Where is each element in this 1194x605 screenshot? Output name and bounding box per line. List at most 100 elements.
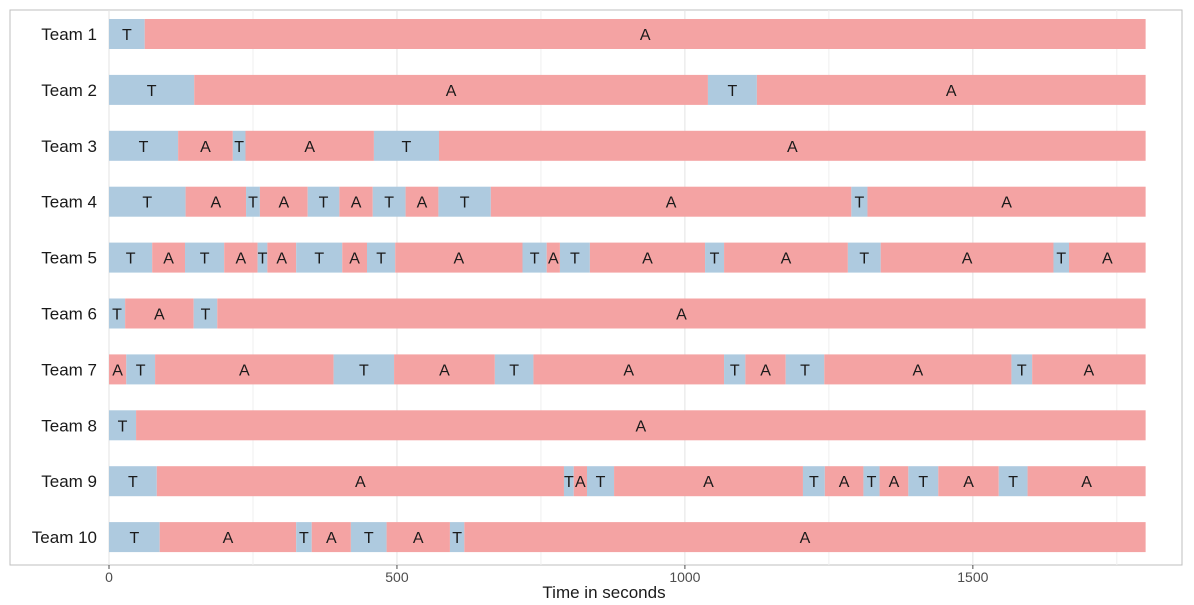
segment-label: A	[666, 195, 677, 212]
segment-t	[109, 466, 157, 497]
team-label: Team 3	[41, 137, 97, 156]
segment-a	[1069, 242, 1146, 273]
segment-label: T	[248, 195, 258, 212]
segment-a	[185, 186, 247, 217]
segment-t	[296, 242, 343, 273]
segment-t	[109, 522, 160, 553]
segment-label: A	[676, 307, 687, 324]
segment-a	[386, 522, 450, 553]
segment-label: A	[913, 362, 924, 379]
segment-label: A	[839, 474, 850, 491]
segment-label: T	[122, 27, 132, 44]
segment-a	[109, 354, 127, 385]
x-tick-label: 1000	[669, 569, 700, 585]
segment-label: T	[314, 251, 324, 268]
segment-label: T	[809, 474, 819, 491]
segment-t	[438, 186, 491, 217]
segment-label: A	[640, 27, 651, 44]
segment-a	[533, 354, 725, 385]
segment-a	[339, 186, 373, 217]
segment-t	[1053, 242, 1070, 273]
team-row: Team 3 T A T A T A	[41, 130, 1146, 161]
segment-label: A	[787, 139, 798, 156]
segment-label: T	[564, 474, 574, 491]
segment-a	[573, 466, 587, 497]
segment-t	[333, 354, 395, 385]
segment-label: T	[359, 362, 369, 379]
x-tick-label: 0	[105, 569, 113, 585]
segment-t	[307, 186, 340, 217]
team-label: Team 8	[41, 416, 97, 435]
team-row: Team 8 T A	[41, 410, 1146, 441]
segment-label: A	[154, 307, 165, 324]
segment-label: A	[1084, 362, 1095, 379]
segment-a	[1032, 354, 1146, 385]
team-row: Team 6 T A T A	[41, 298, 1146, 329]
segment-label: A	[239, 362, 250, 379]
segment-a	[159, 522, 297, 553]
segment-a	[1027, 466, 1146, 497]
segment-label: A	[417, 195, 428, 212]
segment-label: A	[781, 251, 792, 268]
segment-t	[350, 522, 387, 553]
segment-t	[494, 354, 534, 385]
segment-label: A	[575, 474, 586, 491]
team-row: Team 10 T A T A T A T A	[32, 522, 1146, 553]
segment-a	[311, 522, 351, 553]
segment-t	[193, 298, 218, 329]
segment-label: T	[200, 251, 210, 268]
segment-label: T	[384, 195, 394, 212]
segment-label: A	[413, 530, 424, 547]
segment-a	[395, 242, 523, 273]
segment-a	[217, 298, 1146, 329]
segment-a	[194, 74, 708, 105]
segment-a	[756, 74, 1146, 105]
segment-a	[394, 354, 495, 385]
segment-a	[490, 186, 852, 217]
segment-t	[522, 242, 547, 273]
segment-label: T	[126, 251, 136, 268]
team-row: Team 2 T A T A	[41, 74, 1146, 105]
x-axis-title: Time in seconds	[542, 583, 665, 602]
team-row: Team 4 T A T A T A T A T A T A	[41, 186, 1146, 217]
x-tick-label: 1500	[957, 569, 988, 585]
segment-label: A	[163, 251, 174, 268]
segment-t	[449, 522, 465, 553]
segment-a	[824, 354, 1012, 385]
segment-label: T	[859, 251, 869, 268]
segment-t	[109, 242, 153, 273]
segment-t	[109, 130, 179, 161]
segment-a	[464, 522, 1146, 553]
segment-a	[745, 354, 786, 385]
team-label: Team 6	[41, 305, 97, 324]
segment-t	[724, 354, 746, 385]
segment-label: T	[129, 530, 139, 547]
segment-label: T	[710, 251, 720, 268]
team-row: Team 1 T A	[41, 19, 1146, 49]
segment-a	[136, 410, 1146, 441]
segment-t	[851, 186, 868, 217]
segment-label: T	[201, 307, 211, 324]
segment-label: A	[223, 530, 234, 547]
x-axis: 0 500 1000 1500	[105, 565, 989, 585]
segment-label: T	[139, 139, 149, 156]
segment-a	[614, 466, 803, 497]
segment-label: T	[1008, 474, 1018, 491]
segment-t	[372, 186, 406, 217]
segment-a	[589, 242, 706, 273]
segment-label: A	[946, 83, 957, 100]
segment-label: A	[278, 195, 289, 212]
segment-label: T	[460, 195, 470, 212]
team-label: Team 1	[41, 25, 97, 44]
segment-label: T	[112, 307, 122, 324]
segment-a	[259, 186, 308, 217]
segment-label: A	[889, 474, 900, 491]
segment-label: A	[642, 251, 653, 268]
segment-t	[257, 242, 268, 273]
segment-label: A	[760, 362, 771, 379]
segment-label: T	[118, 418, 128, 435]
segment-t	[232, 130, 246, 161]
